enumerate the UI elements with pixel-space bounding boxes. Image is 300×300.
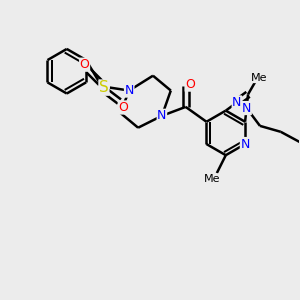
Text: N: N	[157, 109, 167, 122]
Text: O: O	[185, 78, 195, 91]
Text: Me: Me	[204, 174, 221, 184]
Text: O: O	[118, 101, 128, 114]
Text: N: N	[232, 96, 242, 109]
Text: S: S	[99, 80, 109, 95]
Text: O: O	[80, 58, 89, 71]
Text: N: N	[240, 138, 250, 151]
Text: Me: Me	[251, 73, 268, 82]
Text: N: N	[242, 101, 251, 115]
Text: N: N	[124, 84, 134, 97]
